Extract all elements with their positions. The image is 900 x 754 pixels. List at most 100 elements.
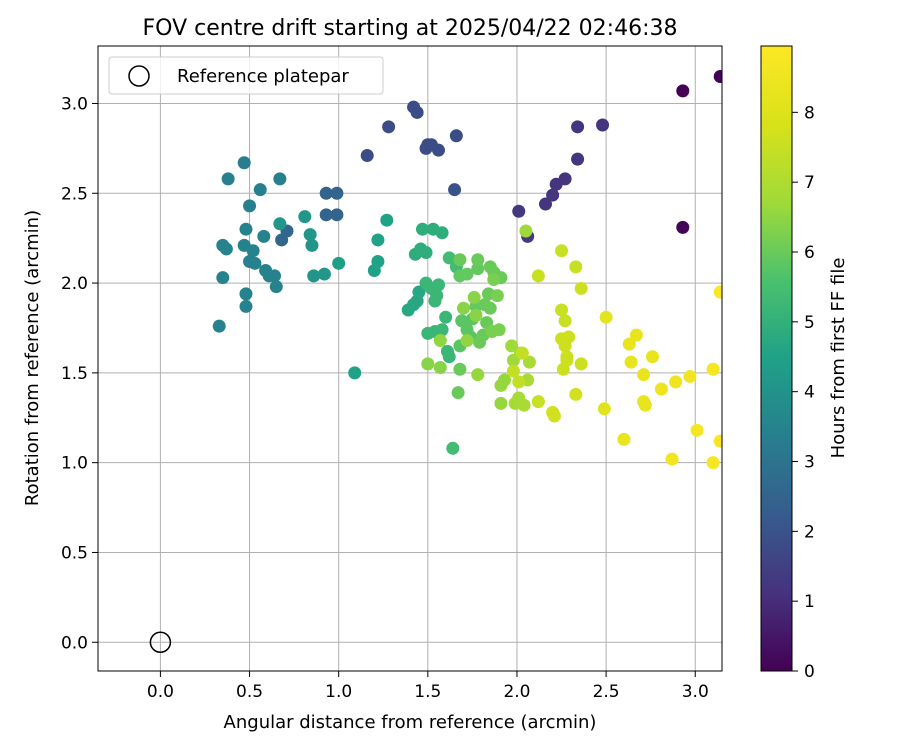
data-point [348,366,362,380]
data-point [442,251,456,265]
data-point [569,387,583,401]
data-point [596,118,610,132]
data-point [239,299,253,313]
data-point [442,350,456,364]
data-point [571,152,585,166]
y-tick-label: 2.5 [61,184,88,204]
data-point [269,280,283,294]
data-point [690,423,704,437]
data-point [410,105,424,119]
x-tick-label: 3.0 [682,682,709,702]
data-point [248,256,262,270]
data-point [558,339,572,353]
data-point [239,287,253,301]
colorbar-tick-label: 0 [804,662,815,682]
y-tick-label: 0.5 [61,543,88,563]
colorbar-ticks: 0 1 2 3 4 5 6 7 8 [792,103,815,682]
data-point [439,310,453,324]
data-point [433,334,447,348]
legend-marker-reference [128,65,150,87]
data-point [706,456,720,470]
data-point [237,156,251,170]
data-point [629,328,643,342]
legend-entry-reference: Reference platepar [177,66,349,87]
data-point [303,228,317,242]
data-point [305,238,319,252]
y-tick-label: 2.0 [61,274,88,294]
data-point [571,120,585,134]
axes: 0.0 0.5 1.0 1.5 2.0 2.5 3.0 0.0 0.5 1.0 1.5 2.0 2.5 3… [61,45,723,702]
data-point [469,308,483,322]
data-point [676,220,690,234]
data-point [599,310,613,324]
data-point [547,409,561,423]
data-point [654,382,668,396]
data-point [319,208,333,222]
data-point [471,262,485,276]
colorbar-tick-label: 5 [804,313,815,333]
data-point [307,269,321,283]
scatter-points [212,70,722,470]
data-point [638,398,652,412]
data-point [273,172,287,186]
data-point [574,281,588,295]
data-point [317,267,331,281]
data-point [453,362,467,376]
data-point [497,373,511,387]
data-point [382,120,396,134]
data-point [555,244,569,258]
data-point [574,357,588,371]
data-point [433,360,447,374]
data-point [505,339,519,353]
data-point [512,204,526,218]
data-point [253,183,267,197]
data-point [569,260,583,274]
data-point [298,210,312,224]
data-point [419,141,433,155]
data-point [471,368,485,382]
data-point [221,172,235,186]
data-point [517,398,531,412]
colorbar-label: Hours from first FF file [828,258,849,459]
data-point [360,149,374,163]
data-point [473,335,487,349]
data-point [637,368,651,382]
data-point [531,395,545,409]
data-point [421,357,435,371]
data-point [622,337,636,351]
data-point [332,256,346,270]
data-point [435,226,449,240]
reference-platepar-marker [149,631,172,654]
data-point [446,441,460,455]
data-point [371,233,385,247]
data-point [558,314,572,328]
colorbar-tick-label: 8 [804,103,815,123]
data-point [243,199,257,213]
data-point [330,208,344,222]
data-point [549,177,563,191]
data-point [467,290,481,304]
legend-frame [108,56,384,95]
data-point [453,269,467,283]
data-point [683,369,697,383]
data-point [494,396,508,410]
data-point [538,197,552,211]
data-point [597,402,611,416]
x-tick-label: 0.5 [236,682,263,702]
data-point [519,224,533,238]
data-point [522,355,536,369]
data-point [432,143,446,157]
colorbar: 0 1 2 3 4 5 6 7 8 Hours from first FF file [760,45,849,682]
data-point [617,432,631,446]
y-axis-label: Rotation from reference (arcmin) [22,210,43,506]
data-point [239,222,253,236]
x-tick-label: 1.5 [414,682,441,702]
data-point [428,294,442,308]
data-point [713,434,722,448]
data-point [412,285,426,299]
data-point [435,323,449,337]
colorbar-tick-label: 2 [804,522,815,542]
data-point [669,375,683,389]
data-point [371,255,385,269]
